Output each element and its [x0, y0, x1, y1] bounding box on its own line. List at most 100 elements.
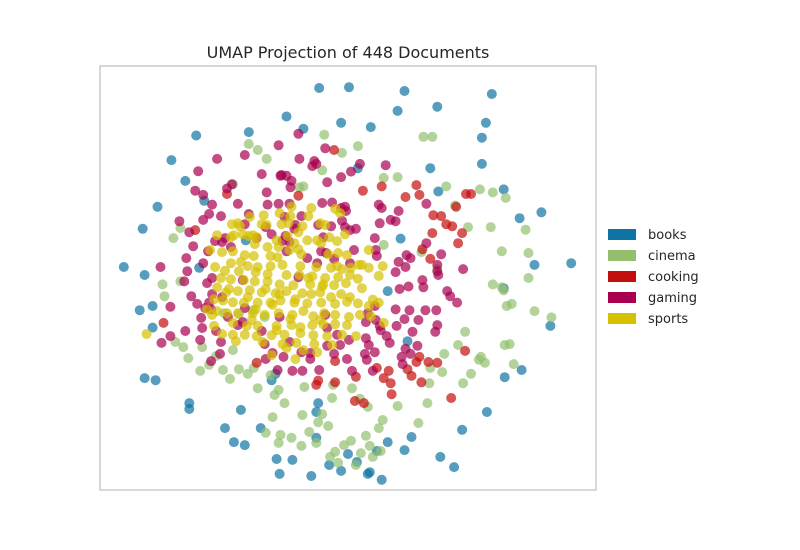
point-books	[476, 158, 487, 169]
point-sports	[225, 258, 236, 269]
point-cinema	[373, 423, 384, 434]
point-books	[481, 407, 492, 417]
point-books	[343, 449, 353, 459]
point-gaming	[261, 187, 272, 198]
point-books	[152, 201, 163, 212]
point-cinema	[392, 172, 403, 183]
point-gaming	[418, 282, 429, 293]
point-sports	[356, 283, 367, 294]
point-gaming	[369, 233, 380, 244]
point-gaming	[412, 340, 423, 351]
point-sports	[249, 239, 260, 250]
point-cinema	[496, 246, 507, 257]
point-books	[529, 259, 540, 270]
point-books	[147, 322, 158, 333]
point-gaming	[363, 340, 374, 350]
point-gaming	[421, 198, 432, 209]
point-gaming	[174, 216, 185, 227]
point-sports	[365, 311, 376, 322]
point-sports	[352, 273, 363, 284]
point-sports	[212, 282, 223, 293]
point-cinema	[355, 448, 366, 459]
legend-label-cinema: cinema	[648, 249, 696, 264]
series-sports	[141, 201, 389, 364]
point-gaming	[350, 223, 361, 234]
point-gaming	[336, 172, 347, 183]
legend-item-books: books	[608, 228, 687, 243]
point-books	[402, 336, 413, 347]
point-sports	[277, 259, 288, 270]
point-cinema	[523, 273, 534, 283]
point-sports	[342, 296, 352, 307]
point-cinema	[352, 141, 363, 152]
point-cinema	[350, 460, 361, 470]
point-books	[235, 404, 246, 415]
point-gaming	[405, 253, 416, 264]
point-gaming	[361, 354, 372, 365]
point-cinema	[485, 222, 496, 233]
point-cinema	[297, 410, 308, 420]
point-cinema	[317, 409, 328, 420]
point-cinema	[178, 342, 189, 353]
point-sports	[274, 279, 285, 290]
point-sports	[281, 270, 292, 280]
point-gaming	[394, 284, 405, 294]
point-gaming	[354, 158, 365, 169]
point-books	[150, 375, 161, 386]
point-gaming	[179, 276, 190, 287]
point-books	[435, 451, 446, 462]
point-sports	[250, 267, 261, 278]
point-cooking	[453, 238, 464, 249]
point-gaming	[431, 305, 442, 316]
point-books	[382, 286, 393, 297]
point-sports	[271, 325, 282, 336]
point-sports	[333, 272, 344, 283]
point-sports	[248, 251, 259, 261]
point-sports	[340, 229, 350, 240]
point-cinema	[474, 184, 485, 195]
point-sports	[337, 329, 347, 340]
point-books	[545, 320, 556, 331]
point-cinema	[422, 398, 433, 409]
point-gaming	[405, 348, 416, 359]
point-sports	[318, 279, 329, 290]
point-books	[499, 372, 510, 383]
point-sports	[294, 270, 305, 280]
point-gaming	[393, 256, 404, 267]
point-books	[376, 474, 387, 485]
point-books	[399, 445, 410, 456]
point-sports	[342, 250, 352, 261]
point-sports	[261, 220, 272, 230]
point-gaming	[458, 264, 469, 275]
point-cooking	[385, 378, 396, 389]
point-books	[191, 130, 202, 141]
point-cinema	[506, 298, 517, 309]
point-books	[313, 398, 324, 409]
point-gaming	[165, 331, 176, 342]
point-sports	[235, 256, 246, 267]
point-gaming	[273, 140, 284, 151]
point-books	[365, 122, 376, 133]
point-cooking	[349, 396, 360, 406]
point-cinema	[479, 357, 490, 368]
point-sports	[303, 273, 314, 283]
point-cinema	[378, 239, 389, 250]
point-sports	[291, 337, 302, 348]
point-gaming	[206, 356, 217, 367]
point-cinema	[183, 353, 194, 364]
point-sports	[363, 262, 374, 273]
point-sports	[273, 242, 284, 252]
point-cinema	[317, 165, 328, 176]
point-books	[287, 454, 298, 465]
point-sports	[378, 317, 389, 328]
plot-area	[99, 65, 597, 491]
point-gaming	[369, 347, 380, 358]
point-books	[514, 213, 525, 224]
point-gaming	[305, 354, 316, 364]
point-books	[516, 365, 527, 375]
point-gaming	[293, 128, 304, 139]
point-sports	[332, 261, 343, 272]
point-sports	[233, 266, 244, 277]
point-cinema	[367, 451, 378, 462]
point-books	[449, 462, 460, 473]
